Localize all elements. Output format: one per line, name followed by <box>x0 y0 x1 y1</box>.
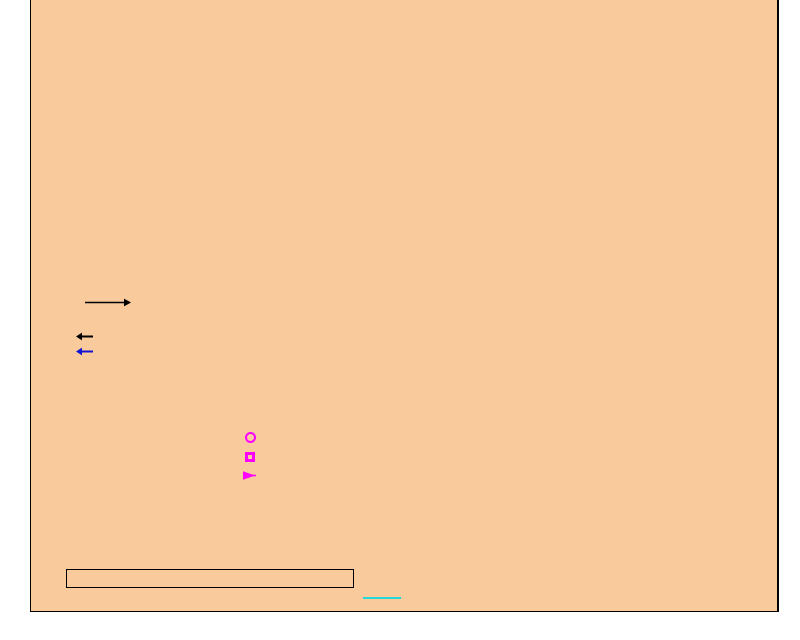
anmn-legend <box>62 329 242 360</box>
depth-contour-legend-line <box>363 597 401 599</box>
float-square-icon <box>243 450 257 464</box>
velocity-scale-arrow-icon <box>84 296 242 313</box>
platform-legend <box>243 428 264 485</box>
map-plot-area[interactable] <box>30 0 779 612</box>
anmn-arrow-30-80m-icon <box>76 344 93 360</box>
longitude-axis <box>30 0 778 640</box>
legend-row-drifter <box>243 466 264 485</box>
latitude-axis <box>0 0 30 612</box>
drifter-arrow-icon <box>243 469 257 483</box>
legend-row-argo <box>243 428 264 447</box>
credit-text <box>782 0 800 612</box>
anmn-row-surface <box>76 329 242 345</box>
temperature-colorbar <box>66 569 354 588</box>
anmn-row-subsurface <box>76 344 242 360</box>
argo-circle-icon <box>243 431 257 445</box>
contour-and-vector-overlay <box>30 0 778 612</box>
anmn-arrow-0-30m-icon <box>76 329 93 345</box>
legend-row-fs <box>243 447 264 466</box>
annotation-block <box>62 283 242 360</box>
